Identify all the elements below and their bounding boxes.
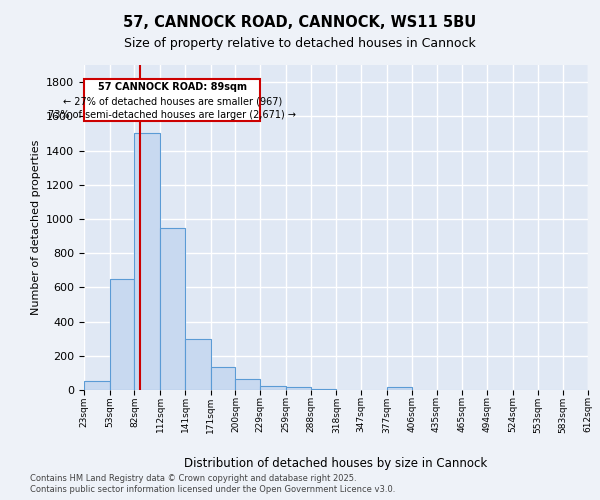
Text: ← 27% of detached houses are smaller (967): ← 27% of detached houses are smaller (96…	[62, 96, 282, 106]
Text: 73% of semi-detached houses are larger (2,671) →: 73% of semi-detached houses are larger (…	[48, 110, 296, 120]
Bar	[311, 389, 337, 390]
Bar	[211, 367, 235, 390]
Bar	[235, 379, 260, 390]
Text: Size of property relative to detached houses in Cannock: Size of property relative to detached ho…	[124, 38, 476, 51]
Bar	[387, 388, 412, 390]
Text: Contains HM Land Registry data © Crown copyright and database right 2025.: Contains HM Land Registry data © Crown c…	[30, 474, 356, 483]
Bar	[286, 388, 311, 390]
Bar	[84, 78, 260, 120]
Bar	[185, 338, 211, 390]
Bar	[160, 228, 185, 390]
Bar	[84, 382, 110, 390]
Text: Contains public sector information licensed under the Open Government Licence v3: Contains public sector information licen…	[30, 485, 395, 494]
Text: Distribution of detached houses by size in Cannock: Distribution of detached houses by size …	[184, 458, 488, 470]
Text: 57, CANNOCK ROAD, CANNOCK, WS11 5BU: 57, CANNOCK ROAD, CANNOCK, WS11 5BU	[124, 15, 476, 30]
Bar	[260, 386, 286, 390]
Text: 57 CANNOCK ROAD: 89sqm: 57 CANNOCK ROAD: 89sqm	[98, 82, 247, 92]
Y-axis label: Number of detached properties: Number of detached properties	[31, 140, 41, 315]
Bar	[110, 279, 134, 390]
Bar	[134, 134, 160, 390]
